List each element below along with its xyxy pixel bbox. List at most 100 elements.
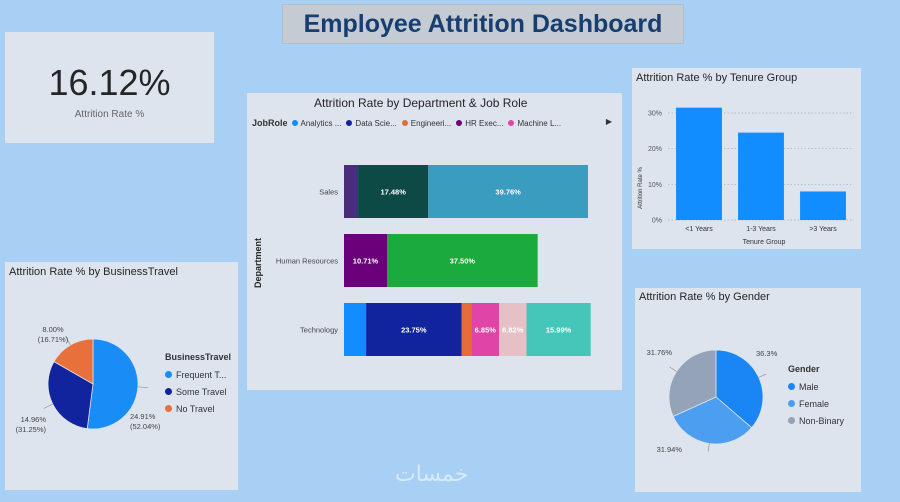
- gender-legend-item[interactable]: Female: [788, 395, 844, 412]
- pie-leader-line: [43, 403, 53, 409]
- pie-data-label: 36.3%: [756, 349, 778, 358]
- business-travel-legend-title: BusinessTravel: [165, 352, 232, 362]
- tenure-bar: [676, 107, 722, 220]
- kpi-value: 16.12%: [48, 62, 171, 103]
- department-bar-segment: [461, 303, 472, 356]
- legend-label: Engineeri...: [410, 118, 452, 128]
- legend-dot-icon: [508, 120, 515, 126]
- tenure-bar: [738, 132, 784, 220]
- pie-slice: [715, 349, 764, 429]
- tenure-ytick-label: 10%: [648, 182, 662, 189]
- pie-data-label: 24.91%: [130, 412, 156, 421]
- department-axis-label: Department: [253, 238, 263, 288]
- business-travel-legend-item[interactable]: Some Travel: [165, 383, 231, 400]
- department-segment-label: 39.76%: [495, 188, 521, 197]
- tenure-ytick-label: 0%: [652, 218, 662, 225]
- watermark: خمسات: [395, 462, 469, 487]
- pie-leader-line: [65, 336, 71, 346]
- legend-label: Frequent T...: [176, 369, 227, 380]
- legend-label: Non-Binary: [799, 415, 845, 426]
- department-segment-label: 17.48%: [380, 188, 406, 197]
- department-chart-title: Attrition Rate by Department & Job Role: [314, 96, 528, 110]
- department-bar-segment: [344, 165, 359, 218]
- gender-chart-title: Attrition Rate % by Gender: [639, 291, 770, 303]
- jobrole-legend-title: JobRole: [252, 118, 288, 128]
- legend-label: Data Scie...: [355, 118, 397, 128]
- pie-slice: [86, 338, 139, 430]
- pie-slice: [668, 349, 717, 417]
- gender-legend[interactable]: Gender Male Female Non-Binary: [788, 364, 844, 429]
- tenure-x-axis-label: Tenure Group: [743, 239, 786, 246]
- pie-data-label: 31.94%: [657, 445, 683, 454]
- business-travel-card[interactable]: Attrition Rate % by BusinessTravel 24.91…: [5, 262, 238, 490]
- department-chart-card[interactable]: Attrition Rate by Department & Job Role …: [247, 93, 622, 390]
- legend-dot-icon: [291, 120, 298, 126]
- department-bar-segment: [526, 303, 591, 356]
- department-segment-label: 10.71%: [353, 257, 379, 266]
- department-category-label: Technology: [300, 326, 338, 335]
- gender-legend-item[interactable]: Non-Binary: [788, 412, 844, 429]
- pie-data-label: (52.04%): [130, 422, 161, 431]
- business-travel-pie-svg: 24.91%(52.04%) 14.96%(31.25%) 8.00%(16.71%…: [16, 325, 161, 434]
- kpi-card[interactable]: 16.12% Attrition Rate %: [5, 32, 214, 143]
- kpi-label: Attrition Rate %: [74, 109, 145, 120]
- gender-legend-item[interactable]: Male: [788, 378, 844, 395]
- legend-dot-icon: [788, 383, 795, 390]
- department-segment-label: 6.82%: [502, 326, 524, 335]
- tenure-chart-svg: Attrition Rate % Tenure Group 0% 10% 20% 30…: [638, 107, 854, 246]
- department-bar-segment: [358, 165, 429, 218]
- business-travel-legend[interactable]: BusinessTravel Frequent T... Some Travel…: [165, 352, 231, 417]
- tenure-chart-title: Attrition Rate % by Tenure Group: [636, 72, 798, 84]
- tenure-y-axis-label: Attrition Rate %: [638, 166, 644, 208]
- pie-leader-line: [669, 366, 677, 372]
- jobrole-legend-item[interactable]: Engineeri...: [401, 118, 452, 128]
- tenure-ytick-label: 20%: [648, 146, 662, 153]
- pie-leader-line: [707, 443, 710, 452]
- department-bar-segment: [344, 234, 388, 287]
- legend-label: No Travel: [176, 403, 215, 414]
- department-segment-label: 23.75%: [401, 326, 427, 335]
- department-bar-segment: [387, 234, 538, 287]
- legend-dot-icon: [165, 405, 172, 412]
- pie-slice: [53, 338, 94, 385]
- business-travel-legend-item[interactable]: No Travel: [165, 400, 231, 417]
- tenure-chart-card[interactable]: Attrition Rate % by Tenure Group Attriti…: [632, 68, 861, 249]
- jobrole-legend-item[interactable]: HR Exec...: [456, 119, 503, 128]
- pie-data-label: 8.00%: [42, 325, 64, 334]
- department-segment-label: 37.50%: [450, 257, 476, 266]
- business-travel-legend-item[interactable]: Frequent T...: [165, 366, 231, 383]
- pie-leader-line: [137, 386, 148, 388]
- department-bar-segment: [499, 303, 527, 356]
- legend-label: Some Travel: [176, 386, 227, 397]
- dashboard-title-box: Employee Attrition Dashboard: [282, 4, 684, 44]
- gender-legend-title: Gender: [788, 364, 820, 374]
- jobrole-legend-item[interactable]: Machine L...: [508, 119, 561, 128]
- legend-dot-icon: [788, 417, 795, 424]
- pie-data-label: 31.76%: [647, 348, 673, 357]
- legend-dot-icon: [788, 400, 795, 407]
- legend-dot-icon: [456, 120, 463, 126]
- jobrole-legend[interactable]: JobRole Analytics ... Data Scie... Engin…: [252, 118, 566, 128]
- legend-dot-icon: [346, 120, 353, 126]
- jobrole-legend-item[interactable]: Data Scie...: [346, 118, 397, 128]
- dashboard-title: Employee Attrition Dashboard: [303, 9, 663, 38]
- gender-chart-card[interactable]: Attrition Rate % by Gender 36.3% 31.94% 31…: [635, 288, 861, 492]
- legend-next-arrow-icon[interactable]: ▶: [605, 117, 612, 126]
- department-bar-segment: [366, 303, 462, 356]
- legend-label: HR Exec...: [465, 118, 504, 128]
- department-bar-segment: [471, 303, 500, 356]
- business-travel-title: Attrition Rate % by BusinessTravel: [9, 266, 178, 278]
- pie-data-label: 14.96%: [21, 415, 47, 424]
- gender-pie-svg: 36.3% 31.94% 31.76%: [647, 348, 778, 454]
- tenure-xtick-label: <1 Years: [685, 226, 713, 233]
- pie-leader-line: [758, 373, 767, 378]
- legend-dot-icon: [401, 120, 408, 126]
- jobrole-legend-item[interactable]: Analytics ...: [291, 118, 342, 128]
- department-chart-svg: Department Sales 17.48% 39.76% Human Resour…: [253, 165, 591, 356]
- legend-dot-icon: [165, 371, 172, 378]
- pie-data-label: (16.71%): [38, 335, 69, 344]
- tenure-xtick-label: 1-3 Years: [746, 226, 776, 233]
- tenure-ytick-label: 30%: [648, 111, 662, 118]
- tenure-xtick-label: >3 Years: [809, 226, 837, 233]
- legend-label: Analytics ...: [300, 118, 342, 128]
